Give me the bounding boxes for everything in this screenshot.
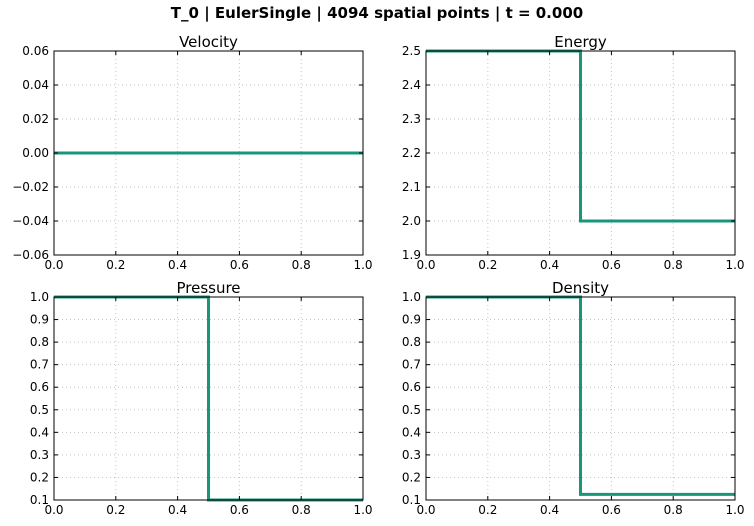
pressure-title: Pressure (176, 279, 240, 297)
density-ytick-label: 0.1 (402, 493, 421, 507)
pressure-axes-frame (53, 296, 364, 501)
velocity-ytick-label: 0.04 (22, 78, 49, 92)
energy-ytick-label: 2.0 (402, 214, 421, 228)
energy-ytick-label: 2.3 (402, 112, 421, 126)
density-ytick-label: 0.4 (402, 425, 421, 439)
energy-ytick-label: 2.2 (402, 146, 421, 160)
density-ytick-label: 0.2 (402, 470, 421, 484)
density-ytick-label: 0.3 (402, 448, 421, 462)
density-xtick-label: 0.4 (540, 503, 559, 517)
pressure-ytick-label: 0.6 (30, 380, 49, 394)
density-ytick-label: 0.7 (402, 358, 421, 372)
density-ytick-label: 0.6 (402, 380, 421, 394)
energy-xtick-label: 0.4 (540, 258, 559, 272)
density-xtick-label: 0.0 (416, 503, 435, 517)
pressure-ytick-label: 0.4 (30, 425, 49, 439)
pressure-ytick-label: 0.2 (30, 470, 49, 484)
density-xtick-label: 0.2 (478, 503, 497, 517)
energy-ytick-label: 2.4 (402, 78, 421, 92)
pressure-xtick-label: 0.4 (168, 503, 187, 517)
density-ytick-label: 0.5 (402, 403, 421, 417)
pressure-ytick-label: 0.8 (30, 335, 49, 349)
velocity-ytick-label: 0.06 (22, 44, 49, 58)
velocity-ytick-label: −0.04 (12, 214, 49, 228)
energy-panel: 0.0 0.2 0.4 0.6 0.8 1.0 1.9 2.0 2.1 2.2 2.3 2.4 2.5 E… (402, 33, 745, 272)
velocity-title: Velocity (179, 33, 238, 51)
velocity-xtick-label: 0.2 (106, 258, 125, 272)
pressure-xtick-label: 0.6 (230, 503, 249, 517)
velocity-ytick-label: −0.06 (12, 248, 49, 262)
velocity-ytick-label: 0.00 (22, 146, 49, 160)
pressure-xtick-label: 0.8 (292, 503, 311, 517)
pressure-xtick-label: 0.0 (44, 503, 63, 517)
density-panel: 0.0 0.2 0.4 0.6 0.8 1.0 0.1 0.2 0.3 0.4 0.5 0.6 0.7 0… (402, 279, 745, 517)
pressure-ytick-label: 0.7 (30, 358, 49, 372)
velocity-xtick-label: 0.0 (44, 258, 63, 272)
pressure-panel: 0.0 0.2 0.4 0.6 0.8 1.0 0.1 0.2 0.3 0.4 0.5 0.6 0.7 0… (30, 279, 373, 517)
pressure-ytick-label: 0.3 (30, 448, 49, 462)
figure-title: T_0 | EulerSingle | 4094 spatial points … (170, 4, 584, 22)
energy-ytick-label: 2.5 (402, 44, 421, 58)
pressure-ytick-label: 0.5 (30, 403, 49, 417)
velocity-xtick-label: 0.6 (230, 258, 249, 272)
energy-xtick-label: 1.0 (725, 258, 744, 272)
energy-title: Energy (554, 33, 607, 51)
density-xtick-label: 1.0 (725, 503, 744, 517)
energy-ytick-label: 1.9 (402, 248, 421, 262)
energy-ytick-label: 2.1 (402, 180, 421, 194)
pressure-xtick-label: 0.2 (106, 503, 125, 517)
energy-xtick-label: 0.0 (416, 258, 435, 272)
density-ytick-label: 0.9 (402, 313, 421, 327)
energy-xtick-label: 0.8 (664, 258, 683, 272)
energy-xtick-label: 0.6 (602, 258, 621, 272)
density-xtick-label: 0.6 (602, 503, 621, 517)
density-title: Density (552, 279, 609, 297)
density-xtick-label: 0.8 (664, 503, 683, 517)
velocity-ytick-label: 0.02 (22, 112, 49, 126)
velocity-panel: 0.0 0.2 0.4 0.6 0.8 1.0 −0.06 −0.04 −0.02 0.00 0.0… (12, 33, 372, 272)
velocity-xtick-label: 0.4 (168, 258, 187, 272)
pressure-xtick-label: 1.0 (353, 503, 372, 517)
velocity-xtick-label: 1.0 (353, 258, 372, 272)
pressure-ytick-label: 1.0 (30, 290, 49, 304)
density-ytick-label: 0.8 (402, 335, 421, 349)
velocity-xtick-label: 0.8 (292, 258, 311, 272)
velocity-ytick-label: −0.02 (12, 180, 49, 194)
energy-xtick-label: 0.2 (478, 258, 497, 272)
pressure-ytick-label: 0.1 (30, 493, 49, 507)
density-axes-frame (425, 296, 736, 501)
pressure-ytick-label: 0.9 (30, 313, 49, 327)
density-ytick-label: 1.0 (402, 290, 421, 304)
